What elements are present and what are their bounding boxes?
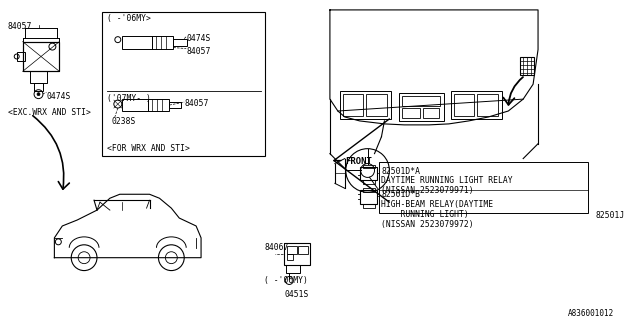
Text: RUNNING LIGHT): RUNNING LIGHT) bbox=[381, 210, 469, 219]
Bar bbox=[287, 254, 293, 260]
Bar bbox=[29, 71, 47, 83]
Text: 82501D*B: 82501D*B bbox=[381, 190, 420, 199]
Bar bbox=[363, 204, 374, 208]
Text: 0451S: 0451S bbox=[284, 290, 308, 300]
Text: FRONT: FRONT bbox=[345, 156, 372, 165]
Text: 82501J: 82501J bbox=[596, 211, 625, 220]
Text: (NISSAN 2523079972): (NISSAN 2523079972) bbox=[381, 220, 474, 229]
Bar bbox=[152, 36, 173, 49]
Bar bbox=[284, 243, 310, 265]
Bar bbox=[403, 108, 420, 118]
FancyArrowPatch shape bbox=[33, 116, 69, 189]
Bar bbox=[399, 93, 444, 121]
Bar bbox=[22, 42, 60, 71]
Bar bbox=[365, 94, 387, 116]
Bar bbox=[423, 108, 439, 118]
Text: ( -'06MY>: ( -'06MY> bbox=[107, 14, 151, 23]
Bar bbox=[122, 36, 152, 49]
Text: 84067: 84067 bbox=[264, 243, 289, 252]
Bar bbox=[520, 58, 534, 75]
Bar bbox=[363, 180, 374, 184]
Bar bbox=[451, 91, 502, 119]
Bar bbox=[340, 91, 392, 119]
Text: <EXC.WRX AND STI>: <EXC.WRX AND STI> bbox=[8, 108, 91, 117]
Text: 84057: 84057 bbox=[186, 47, 211, 56]
Bar bbox=[298, 246, 308, 254]
Bar bbox=[343, 94, 363, 116]
Bar bbox=[148, 99, 170, 111]
Bar bbox=[380, 162, 588, 213]
Text: (NISSAN 2523079971): (NISSAN 2523079971) bbox=[381, 186, 474, 195]
Text: 82501D*A: 82501D*A bbox=[381, 166, 420, 175]
Text: A836001012: A836001012 bbox=[568, 309, 614, 318]
Text: <FOR WRX AND STI>: <FOR WRX AND STI> bbox=[107, 144, 190, 153]
Text: HIGH-BEAM RELAY(DAYTIME: HIGH-BEAM RELAY(DAYTIME bbox=[381, 200, 493, 209]
Bar bbox=[360, 166, 378, 180]
Bar bbox=[363, 188, 374, 192]
Bar bbox=[173, 39, 187, 45]
Text: 0238S: 0238S bbox=[112, 117, 136, 126]
FancyArrowPatch shape bbox=[503, 77, 523, 105]
Bar bbox=[17, 52, 25, 61]
Text: 0474S: 0474S bbox=[186, 34, 211, 43]
Bar bbox=[22, 42, 60, 71]
Text: 84057: 84057 bbox=[184, 99, 209, 108]
Bar bbox=[403, 96, 440, 106]
Bar bbox=[122, 99, 148, 111]
Bar bbox=[170, 102, 181, 108]
Bar bbox=[287, 246, 297, 254]
Text: ( -'06MY): ( -'06MY) bbox=[264, 276, 308, 284]
Text: ('07MY- ): ('07MY- ) bbox=[107, 94, 151, 103]
Text: DAYTIME RUNNING LIGHT RELAY: DAYTIME RUNNING LIGHT RELAY bbox=[381, 176, 513, 185]
Bar bbox=[363, 164, 374, 169]
Text: 0474S: 0474S bbox=[47, 92, 71, 101]
Bar bbox=[102, 12, 266, 156]
Circle shape bbox=[37, 93, 40, 96]
Bar bbox=[360, 190, 378, 204]
Bar bbox=[286, 265, 300, 273]
Bar bbox=[454, 94, 474, 116]
Bar bbox=[477, 94, 499, 116]
Bar bbox=[33, 83, 44, 91]
Text: 84057: 84057 bbox=[8, 22, 32, 31]
